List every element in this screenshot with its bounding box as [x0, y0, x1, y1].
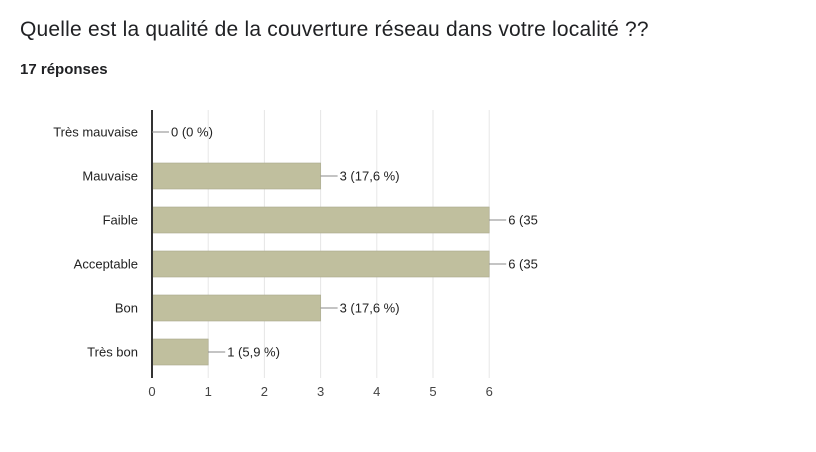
x-tick-label: 5 — [429, 384, 436, 399]
data-label: 6 (35 — [508, 213, 538, 228]
x-tick-label: 1 — [205, 384, 212, 399]
data-label: 0 (0 %) — [171, 125, 213, 140]
category-label: Très mauvaise — [53, 125, 138, 140]
bar — [151, 206, 490, 234]
response-count: 17 réponses — [20, 61, 108, 78]
x-tick-label: 4 — [373, 384, 380, 399]
data-label: 3 (17,6 %) — [340, 301, 400, 316]
data-label: 1 (5,9 %) — [227, 345, 280, 360]
axes: 0 1 2 3 4 5 6 Très mauvaise Mauvaise Faible Accept… — [53, 110, 493, 399]
question-title: Quelle est la qualité de la couverture r… — [20, 18, 649, 41]
bar — [151, 162, 321, 190]
x-tick-label: 0 — [148, 384, 155, 399]
category-label: Acceptable — [74, 257, 138, 272]
bar — [151, 338, 209, 366]
data-label: 6 (35 — [508, 257, 538, 272]
data-label: 3 (17,6 %) — [340, 169, 400, 184]
data-labels: 0 (0 %) 3 (17,6 %) 6 (35 6 (35 3 (17,6 %) 1 (… — [152, 125, 538, 360]
grid-lines — [207, 110, 490, 378]
category-label: Mauvaise — [82, 169, 138, 184]
x-tick-label: 3 — [317, 384, 324, 399]
category-label: Bon — [115, 301, 138, 316]
bar — [151, 294, 321, 322]
x-tick-label: 6 — [486, 384, 493, 399]
category-label: Très bon — [87, 345, 138, 360]
bar — [151, 250, 490, 278]
category-label: Faible — [103, 213, 138, 228]
x-tick-label: 2 — [261, 384, 268, 399]
